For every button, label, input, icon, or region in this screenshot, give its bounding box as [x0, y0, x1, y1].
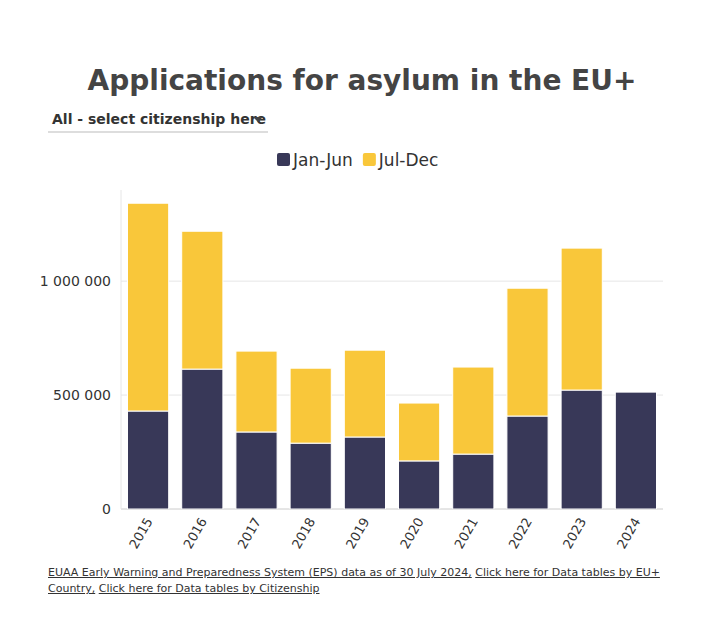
x-tick-label: 2023	[560, 515, 590, 551]
x-tick-label: 2015	[126, 515, 156, 551]
x-tick-label: 2019	[343, 515, 373, 551]
legend: Jan-Jun Jul-Dec	[277, 150, 438, 170]
dropdown[interactable]: All - select citizenship here	[52, 111, 266, 127]
x-axis: 2015 2016 2017 2018 2019 2020 2021 2022 2023 2024	[126, 515, 643, 551]
y-tick-label: 500 000	[53, 387, 111, 403]
x-tick-label: 2021	[451, 515, 481, 551]
dropdown-underline	[48, 132, 268, 133]
bar[interactable]	[236, 351, 277, 432]
source: EUAA Early Warning and Preparedness Syst…	[48, 565, 680, 597]
legend-swatch[interactable]	[277, 153, 290, 166]
bar[interactable]	[453, 367, 494, 454]
x-tick-label: 2024	[614, 515, 644, 551]
bar[interactable]	[615, 392, 656, 509]
x-tick-label: 2020	[397, 515, 427, 551]
bar[interactable]	[399, 403, 440, 461]
y-tick-label: 1 000 000	[40, 273, 111, 289]
legend-label[interactable]: Jan-Jun	[292, 150, 353, 170]
source-link[interactable]: EUAA Early Warning and Preparedness Syst…	[48, 566, 472, 579]
bar[interactable]	[290, 443, 331, 509]
y-axis-line	[121, 190, 122, 509]
x-tick-label: 2022	[506, 515, 536, 551]
title: Applications for asylum in the EU+	[88, 64, 637, 97]
bars	[128, 203, 657, 509]
bar[interactable]	[290, 368, 331, 443]
bar[interactable]	[453, 454, 494, 509]
bar[interactable]	[344, 350, 385, 437]
bar[interactable]	[561, 390, 602, 509]
bar[interactable]	[507, 288, 548, 416]
bar[interactable]	[182, 231, 223, 369]
bar[interactable]	[236, 432, 277, 509]
bar[interactable]	[507, 416, 548, 509]
y-tick-label: 0	[102, 501, 111, 517]
bar[interactable]	[182, 369, 223, 509]
y-axis: 0 500 000 1 000 000	[40, 190, 663, 517]
bar[interactable]	[344, 437, 385, 509]
bar[interactable]	[128, 203, 169, 411]
chart: Applications for asylum in the EU+ All - …	[0, 0, 724, 640]
source-link[interactable]: Click here for Data tables by Citizenshi…	[99, 582, 320, 595]
bar[interactable]	[561, 248, 602, 390]
legend-label[interactable]: Jul-Dec	[378, 150, 439, 170]
x-tick-label: 2018	[289, 515, 319, 551]
legend-swatch[interactable]	[363, 153, 376, 166]
bar[interactable]	[399, 461, 440, 509]
x-tick-label: 2017	[235, 515, 265, 551]
x-tick-label: 2016	[180, 515, 210, 551]
bar[interactable]	[128, 411, 169, 509]
dropdown-arrow[interactable]	[253, 117, 263, 122]
